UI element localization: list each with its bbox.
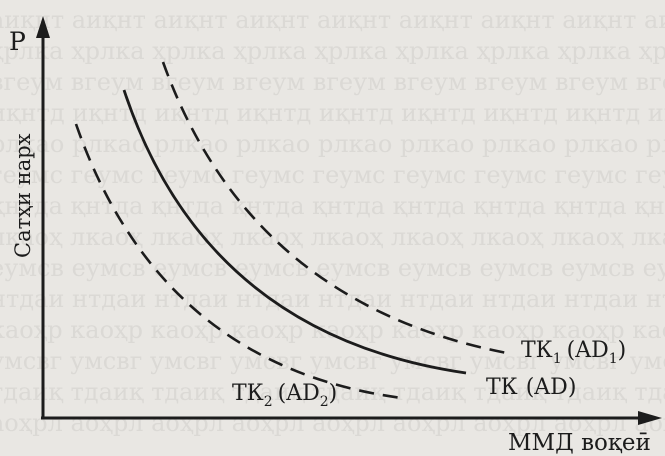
tk1-base: ТК (521, 338, 553, 363)
tk-base: ТК (486, 375, 518, 400)
curve-label-tk: ТК (AD) (486, 375, 576, 400)
tk-close-paren: ) (568, 375, 577, 400)
tk2-close-paren: ) (329, 381, 338, 406)
tk2-sub: 2 (264, 394, 273, 410)
tk2-base: ТК (232, 381, 264, 406)
curve-label-tk2: ТК2 (AD2) (232, 381, 337, 410)
curve-tk1-ad1 (161, 61, 513, 356)
curve-label-tk1: ТК1 (AD1) (521, 338, 626, 367)
curve-tk-ad (122, 89, 467, 375)
tk1-open-paren: ( (567, 338, 576, 363)
x-axis-label: ММД воқеӣ (508, 430, 651, 456)
x-axis-arrow-icon (638, 411, 662, 425)
y-axis-letter: P (9, 27, 26, 56)
y-axis-arrow-icon (36, 16, 50, 38)
tk2-paren-base: AD (285, 381, 320, 406)
tk2-open-paren: ( (278, 381, 287, 406)
tk-paren-base: AD (533, 375, 568, 400)
tk-open-paren: ( (526, 375, 535, 400)
tk1-sub: 1 (553, 351, 562, 367)
y-axis-label: Сатҳи нарх (11, 133, 35, 258)
tk1-paren-sub: 1 (609, 351, 618, 367)
tk2-paren-sub: 2 (320, 394, 329, 410)
tk1-close-paren: ) (618, 338, 627, 363)
tk1-paren-base: AD (574, 338, 609, 363)
curve-tk2-ad2 (74, 123, 403, 400)
